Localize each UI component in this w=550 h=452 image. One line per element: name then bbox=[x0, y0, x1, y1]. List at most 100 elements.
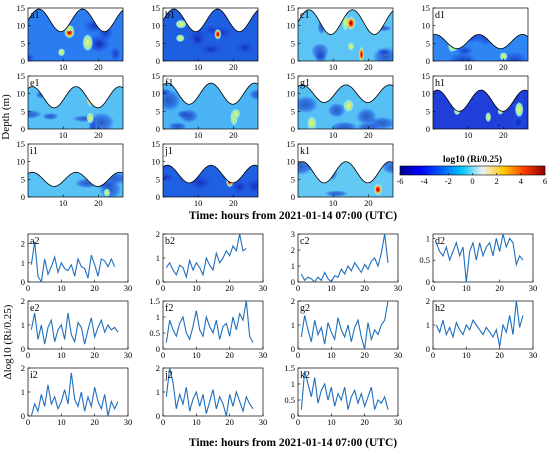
b2-ytick-label: 1 bbox=[156, 253, 160, 263]
c2-series-line bbox=[300, 234, 389, 282]
k2-ytick-label: 0 bbox=[291, 411, 295, 421]
k1-surface-line bbox=[297, 161, 394, 184]
a1-ytick-label: 0 bbox=[21, 56, 25, 66]
d1-surface-line bbox=[432, 34, 529, 50]
e1-low-ri-blob bbox=[42, 112, 59, 120]
i2-series-line bbox=[30, 372, 119, 416]
heatmap-panel-d1: 10 20 0 5 10 15 d1 bbox=[422, 3, 529, 72]
g1-low-ri-blob bbox=[330, 121, 359, 129]
d2-xtick-label: 10 bbox=[462, 283, 471, 293]
b1-ytick-label: 0 bbox=[156, 56, 160, 66]
j1-ytick-label: 15 bbox=[152, 139, 161, 149]
h2-xtick-label: 0 bbox=[431, 350, 435, 360]
i1-ytick-label: 5 bbox=[21, 174, 25, 184]
b2-xtick-label: 10 bbox=[192, 283, 201, 293]
h1-high-ri-blob bbox=[514, 101, 524, 118]
b2-xtick-label: 0 bbox=[161, 283, 165, 293]
g1-ri-anomalies bbox=[298, 95, 393, 129]
heatmap-panel-b1: 10 20 0 5 10 15 b1 bbox=[152, 3, 259, 72]
g1-xtick-label: 20 bbox=[364, 130, 373, 140]
b1-high-ri-blob bbox=[214, 28, 222, 40]
e2-xtick-label: 10 bbox=[57, 350, 66, 360]
f1-xtick-label: 10 bbox=[194, 130, 203, 140]
b1-ytick-label: 15 bbox=[152, 3, 161, 13]
i1-ytick-label: 0 bbox=[21, 192, 25, 202]
a2-ytick-label: 0 bbox=[21, 277, 25, 287]
j2-series-line bbox=[165, 368, 254, 416]
panel-label-j2: j2 bbox=[164, 370, 173, 381]
a1-xtick-label: 20 bbox=[94, 62, 103, 72]
h2-xtick-label: 10 bbox=[462, 350, 471, 360]
b1-xtick-label: 10 bbox=[194, 62, 203, 72]
h1-ytick-label: 15 bbox=[422, 71, 431, 81]
f1-low-ri-blob bbox=[163, 88, 172, 96]
e1-surface-line bbox=[27, 86, 124, 109]
h2-xtick-label: 30 bbox=[529, 350, 538, 360]
c2-ytick-label: 2 bbox=[291, 245, 295, 255]
f1-high-ri-blob bbox=[231, 108, 241, 119]
e2-ytick-label: 0 bbox=[21, 344, 25, 354]
g2-xtick-label: 20 bbox=[360, 350, 369, 360]
b1-ytick-label: 5 bbox=[156, 38, 160, 48]
i1-high-ri-blob bbox=[111, 155, 116, 164]
f1-surface-line bbox=[162, 82, 259, 105]
f2-xtick-label: 20 bbox=[225, 350, 234, 360]
colorbar-tick-label: -6 bbox=[396, 176, 403, 186]
i1-xtick-label: 20 bbox=[94, 198, 103, 208]
heatmap-panel-g1: 10 20 0 5 10 15 g1 bbox=[287, 71, 394, 140]
k2-series-line bbox=[300, 371, 389, 410]
j2-ytick-label: 1 bbox=[156, 387, 160, 397]
c1-ytick-label: 0 bbox=[291, 56, 295, 66]
d1-low-ri-blob bbox=[448, 52, 477, 61]
heatmap-panel-f1: 10 20 0 5 10 15 f1 bbox=[152, 71, 259, 140]
colorbar-tick-label: 6 bbox=[543, 176, 547, 186]
g1-frame bbox=[297, 75, 394, 130]
c2-ytick-label: 3 bbox=[291, 229, 295, 239]
g2-xtick-label: 30 bbox=[394, 350, 403, 360]
b1-xtick-label: 20 bbox=[229, 62, 238, 72]
j1-xtick-label: 10 bbox=[194, 198, 203, 208]
a1-ytick-label: 15 bbox=[17, 3, 26, 13]
c1-surface-line bbox=[297, 9, 394, 35]
f1-ytick-label: 10 bbox=[152, 89, 161, 99]
h2-xtick-label: 20 bbox=[495, 350, 504, 360]
heatmap-panel-h1: 10 20 0 5 10 15 h1 bbox=[422, 71, 529, 140]
bottom-x-axis-label: Time: hours from 2021-01-14 07:00 (UTC) bbox=[189, 437, 397, 449]
j1-frame bbox=[162, 143, 259, 198]
i2-ytick-label: 2 bbox=[21, 363, 25, 373]
h2-ytick-label: 2 bbox=[426, 296, 430, 306]
i1-ytick-label: 10 bbox=[17, 157, 26, 167]
c1-ytick-label: 5 bbox=[291, 38, 295, 48]
bottom-y-axis-label: Δlog10 (Ri/0.25) bbox=[2, 304, 14, 379]
k1-high-ri-blob bbox=[373, 183, 383, 196]
g1-xtick-label: 10 bbox=[329, 130, 338, 140]
c1-xtick-label: 20 bbox=[364, 62, 373, 72]
a2-xtick-label: 0 bbox=[26, 283, 30, 293]
heatmap-panel-e1: 10 20 0 5 10 15 e1 bbox=[17, 71, 124, 140]
h1-low-ri-blob bbox=[511, 113, 526, 129]
f1-ytick-label: 15 bbox=[152, 71, 161, 81]
colorbar-tick-label: 4 bbox=[519, 176, 524, 186]
g2-ytick-label: 2 bbox=[291, 296, 295, 306]
d2-series-line bbox=[435, 234, 524, 282]
k1-ytick-label: 0 bbox=[291, 192, 295, 202]
d2-xtick-label: 20 bbox=[495, 283, 504, 293]
b1-high-ri-blob bbox=[175, 19, 187, 29]
h1-frame bbox=[432, 75, 529, 130]
a2-xtick-label: 20 bbox=[90, 283, 99, 293]
panel-label-i1: i1 bbox=[30, 146, 38, 157]
j1-surface-line bbox=[162, 164, 259, 184]
panel-label-b1: b1 bbox=[165, 10, 175, 21]
e2-ytick-label: 1 bbox=[21, 320, 25, 330]
a2-frame bbox=[27, 233, 129, 283]
i2-ytick-label: 1 bbox=[21, 387, 25, 397]
c1-low-ri-blob bbox=[314, 50, 327, 61]
k2-xtick-label: 30 bbox=[394, 417, 403, 427]
g1-ytick-label: 0 bbox=[291, 124, 295, 134]
k2-xtick-label: 20 bbox=[360, 417, 369, 427]
j1-high-ri-blob bbox=[225, 174, 234, 188]
c2-frame bbox=[297, 233, 399, 283]
g1-ytick-label: 15 bbox=[287, 71, 296, 81]
a1-ytick-label: 5 bbox=[21, 38, 25, 48]
c1-frame bbox=[297, 7, 394, 62]
